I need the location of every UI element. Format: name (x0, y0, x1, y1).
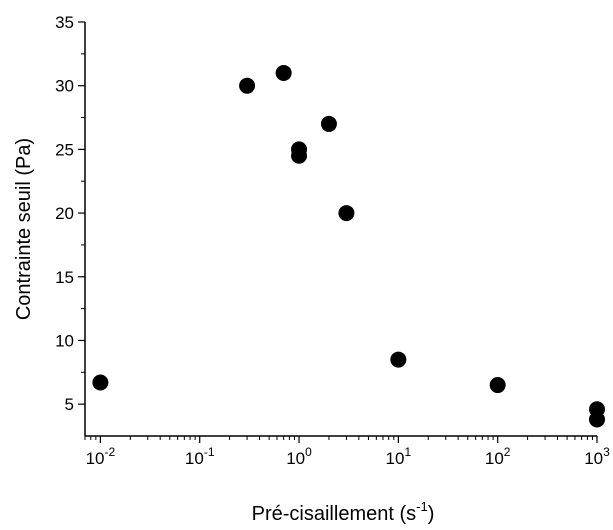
x-tick-label-base: 10 (485, 449, 504, 468)
data-point (275, 64, 292, 81)
x-tick-label-exponent: -2 (105, 445, 116, 459)
x-axis-title-main: Pré-cisaillement (s (252, 503, 416, 525)
x-tick-label-base: 10 (86, 449, 105, 468)
x-tick-label-base: 10 (386, 449, 405, 468)
y-tick-label: 10 (55, 331, 74, 350)
y-tick-label: 35 (55, 13, 74, 32)
axes (84, 22, 597, 437)
data-point (390, 351, 407, 368)
x-tick-label: 10-1 (185, 445, 215, 468)
x-tick-label-exponent: 3 (603, 445, 610, 459)
x-tick-label: 102 (485, 445, 511, 468)
x-ticks: 10-2 10-1 100 101 102 103 (84, 436, 610, 468)
y-tick-label: 5 (65, 395, 74, 414)
x-tick-label: 101 (386, 445, 412, 468)
x-axis-title: Pré-cisaillement (s-1) (252, 499, 435, 525)
data-point (338, 205, 355, 222)
x-tick-label-exponent: 0 (305, 445, 312, 459)
x-tick-label-exponent: -1 (204, 445, 215, 459)
data-point (489, 377, 506, 394)
y-tick-label: 25 (55, 140, 74, 159)
y-tick-label: 20 (55, 204, 74, 223)
y-tick-label: 30 (55, 77, 74, 96)
x-tick-label-exponent: 2 (504, 445, 511, 459)
x-tick-label-base: 10 (584, 449, 603, 468)
x-tick-label-exponent: 1 (404, 445, 411, 459)
data-point (589, 411, 605, 428)
x-tick-label-base: 10 (185, 449, 204, 468)
data-points (92, 64, 605, 428)
x-tick-label-base: 10 (286, 449, 305, 468)
y-axis-title: Contrainte seuil (Pa) (13, 138, 35, 320)
x-tick-label: 103 (584, 445, 610, 468)
y-ticks: 5 10 15 20 25 30 35 (55, 13, 85, 414)
x-axis-title-superscript: -1 (416, 499, 428, 514)
x-tick-label: 100 (286, 445, 312, 468)
data-point (320, 115, 337, 132)
data-point (92, 374, 109, 391)
data-point (291, 147, 308, 164)
x-axis-title-suffix: ) (428, 503, 435, 525)
x-tick-label: 10-2 (86, 445, 116, 468)
y-tick-label: 15 (55, 268, 74, 287)
data-point (239, 77, 256, 94)
